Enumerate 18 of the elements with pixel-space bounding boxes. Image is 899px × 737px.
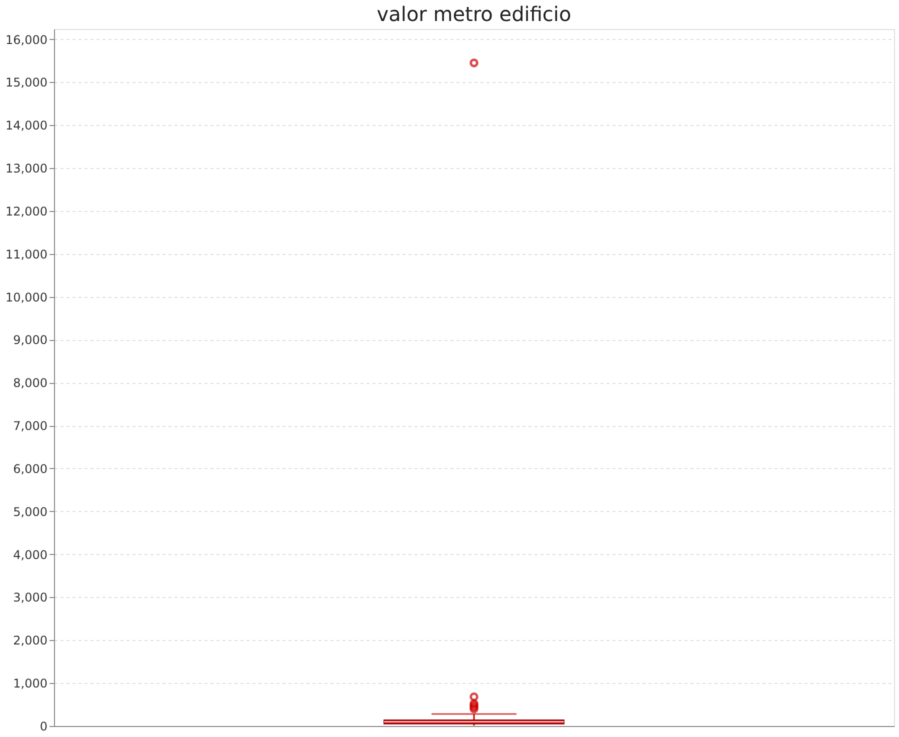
y-tick-label: 7,000 (13, 419, 48, 434)
y-tick-label: 14,000 (6, 118, 48, 133)
y-tick-label: 4,000 (13, 548, 48, 562)
y-tick-label: 13,000 (6, 162, 48, 176)
y-tick-label: 12,000 (6, 204, 48, 218)
y-tick-label: 5,000 (13, 504, 48, 519)
y-tick-label: 11,000 (6, 247, 48, 262)
y-tick-label: 8,000 (13, 376, 48, 390)
y-tick-label: 16,000 (6, 32, 48, 47)
chart-title: valor metro edificio (376, 2, 572, 26)
y-tick-label: 10,000 (6, 290, 48, 304)
y-tick-label: 1,000 (13, 676, 48, 691)
y-tick-label: 3,000 (13, 590, 48, 605)
y-tick-label: 15,000 (6, 76, 48, 90)
y-tick-label: 2,000 (13, 634, 48, 648)
y-tick-label: 0 (40, 720, 48, 734)
y-tick-label: 9,000 (13, 333, 48, 348)
y-tick-label: 6,000 (13, 462, 48, 476)
